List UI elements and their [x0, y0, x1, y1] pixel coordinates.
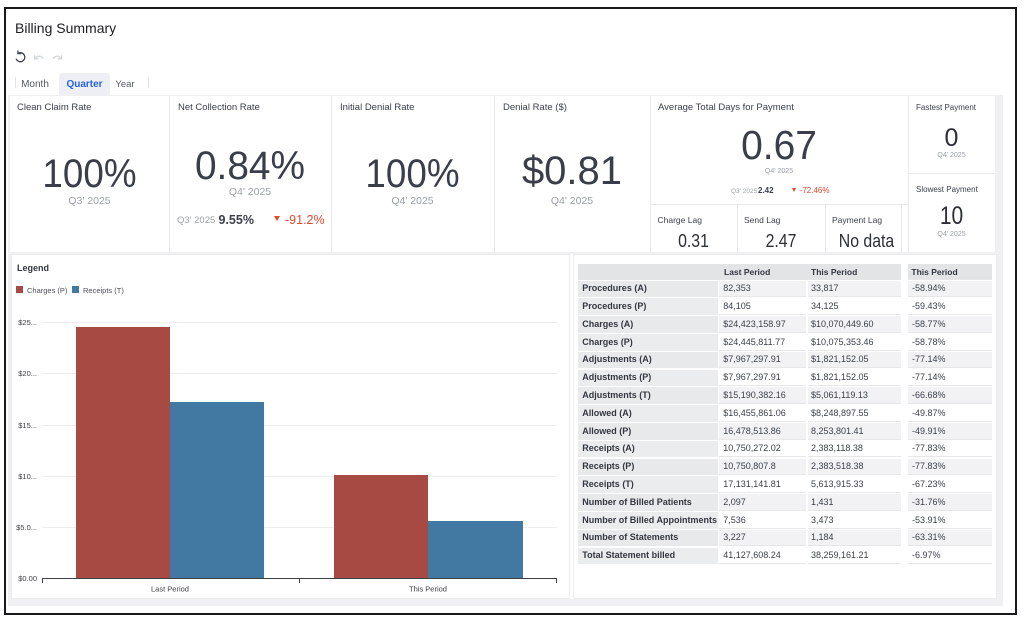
svg-text:$5.0...: $5.0... — [16, 523, 37, 532]
svg-text:$15...: $15... — [18, 421, 37, 430]
svg-text:$20...: $20... — [18, 369, 37, 378]
svg-text:$0.00: $0.00 — [18, 574, 37, 583]
svg-text:$25...: $25... — [18, 318, 37, 327]
svg-text:$10...: $10... — [18, 472, 37, 481]
svg-text:This Period: This Period — [409, 585, 447, 594]
svg-text:Last Period: Last Period — [151, 585, 189, 594]
